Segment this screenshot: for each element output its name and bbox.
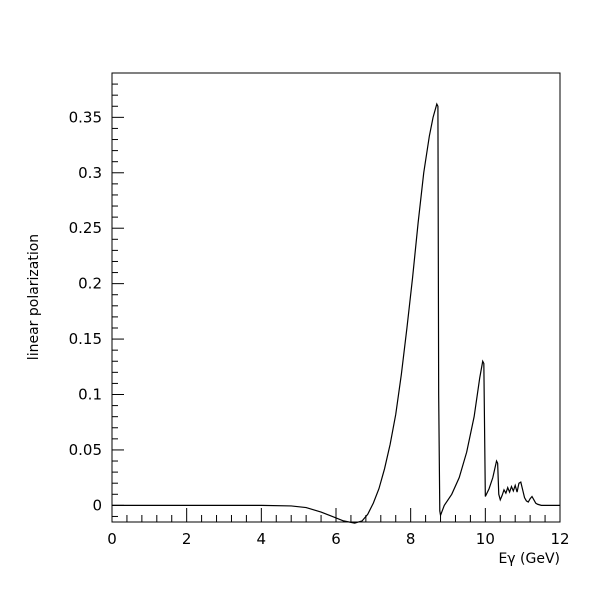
tick-labels: 0 2 4 6 8 10 12 0 0.05 0.1 0.15 0.2 0.25 0.3 0.35 [69,108,570,548]
y-tick-label: 0.25 [69,219,102,237]
x-tick-label: 2 [182,530,192,548]
series-line [112,102,560,524]
x-tick-label: 12 [550,530,569,548]
axis-ticks [111,83,561,522]
x-tick-label: 8 [406,530,416,548]
x-tick-label: 10 [476,530,495,548]
y-tick-label: 0.15 [69,330,102,348]
plot-frame [111,72,561,523]
x-tick-label: 4 [257,530,267,548]
x-tick-label: 6 [331,530,341,548]
y-axis-label: linear polarization [26,234,42,360]
x-tick-label: 0 [107,530,117,548]
y-tick-label: 0.3 [78,164,102,182]
y-tick-label: 0.2 [78,275,102,293]
y-tick-label: 0.05 [69,441,102,459]
y-tick-label: 0 [92,496,102,514]
y-tick-label: 0.1 [78,386,102,404]
y-tick-label: 0.35 [69,108,102,126]
x-axis-label: Eγ (GeV) [498,551,560,567]
